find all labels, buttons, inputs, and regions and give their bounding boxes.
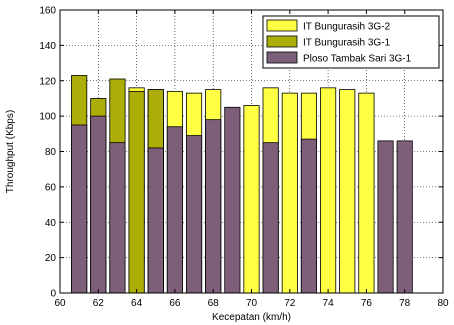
bar-series-1 [339, 89, 356, 294]
x-tick-label: 72 [284, 298, 296, 309]
legend-swatch [266, 51, 298, 64]
bar-series-1 [243, 105, 260, 294]
legend-swatch [266, 35, 298, 48]
x-tick-label: 74 [323, 298, 335, 309]
x-tick-label: 64 [131, 298, 143, 309]
legend-swatch [266, 19, 298, 32]
bar-series-3 [224, 106, 241, 294]
y-tick-label: 120 [39, 76, 56, 87]
bar-series-3 [377, 140, 394, 294]
legend-label: Ploso Tambak Sari 3G-1 [303, 54, 412, 65]
x-tick-label: 78 [399, 298, 411, 309]
y-tick-label: 40 [45, 218, 57, 229]
bar-series-3 [166, 126, 183, 294]
bar-series-2 [128, 90, 145, 294]
y-tick-label: 0 [50, 289, 56, 300]
bar-series-3 [300, 138, 318, 294]
bar-series-3 [147, 147, 164, 294]
x-tick-label: 66 [169, 298, 181, 309]
y-tick-label: 60 [45, 182, 57, 193]
bar-series-1 [281, 92, 298, 294]
x-tick-label: 80 [437, 298, 449, 309]
y-tick-label: 20 [45, 253, 57, 264]
x-tick-label: 68 [208, 298, 220, 309]
legend: IT Bungurasih 3G-2 IT Bungurasih 3G-1 Plos… [262, 15, 440, 69]
bar-series-3 [90, 115, 107, 294]
x-axis-title: Kecepatan (km/h) [212, 312, 291, 323]
bar-series-3 [109, 142, 126, 294]
ticks: 60 62 64 66 68 70 72 74 76 78 80 0 20 40 60 80 100 120 140… [39, 6, 449, 310]
bar-series-1 [358, 92, 375, 294]
x-tick-label: 76 [361, 298, 373, 309]
bar-series-1 [320, 87, 337, 294]
y-tick-label: 140 [39, 41, 56, 52]
legend-label: IT Bungurasih 3G-2 [303, 22, 391, 33]
x-tick-label: 60 [54, 298, 66, 309]
y-tick-label: 160 [39, 6, 56, 17]
bar-series-3 [205, 119, 222, 294]
bar-series-3 [185, 135, 203, 294]
bar-series-3 [262, 142, 279, 294]
y-tick-label: 100 [39, 112, 56, 123]
y-tick-label: 80 [45, 147, 57, 158]
x-tick-label: 70 [246, 298, 258, 309]
legend-label: IT Bungurasih 3G-1 [303, 38, 391, 49]
bar-series-3 [396, 140, 413, 294]
y-axis-title: Throughput (Kbps) [5, 110, 16, 193]
bar-series-3 [71, 124, 88, 294]
bars [71, 75, 413, 294]
x-tick-label: 62 [93, 298, 105, 309]
